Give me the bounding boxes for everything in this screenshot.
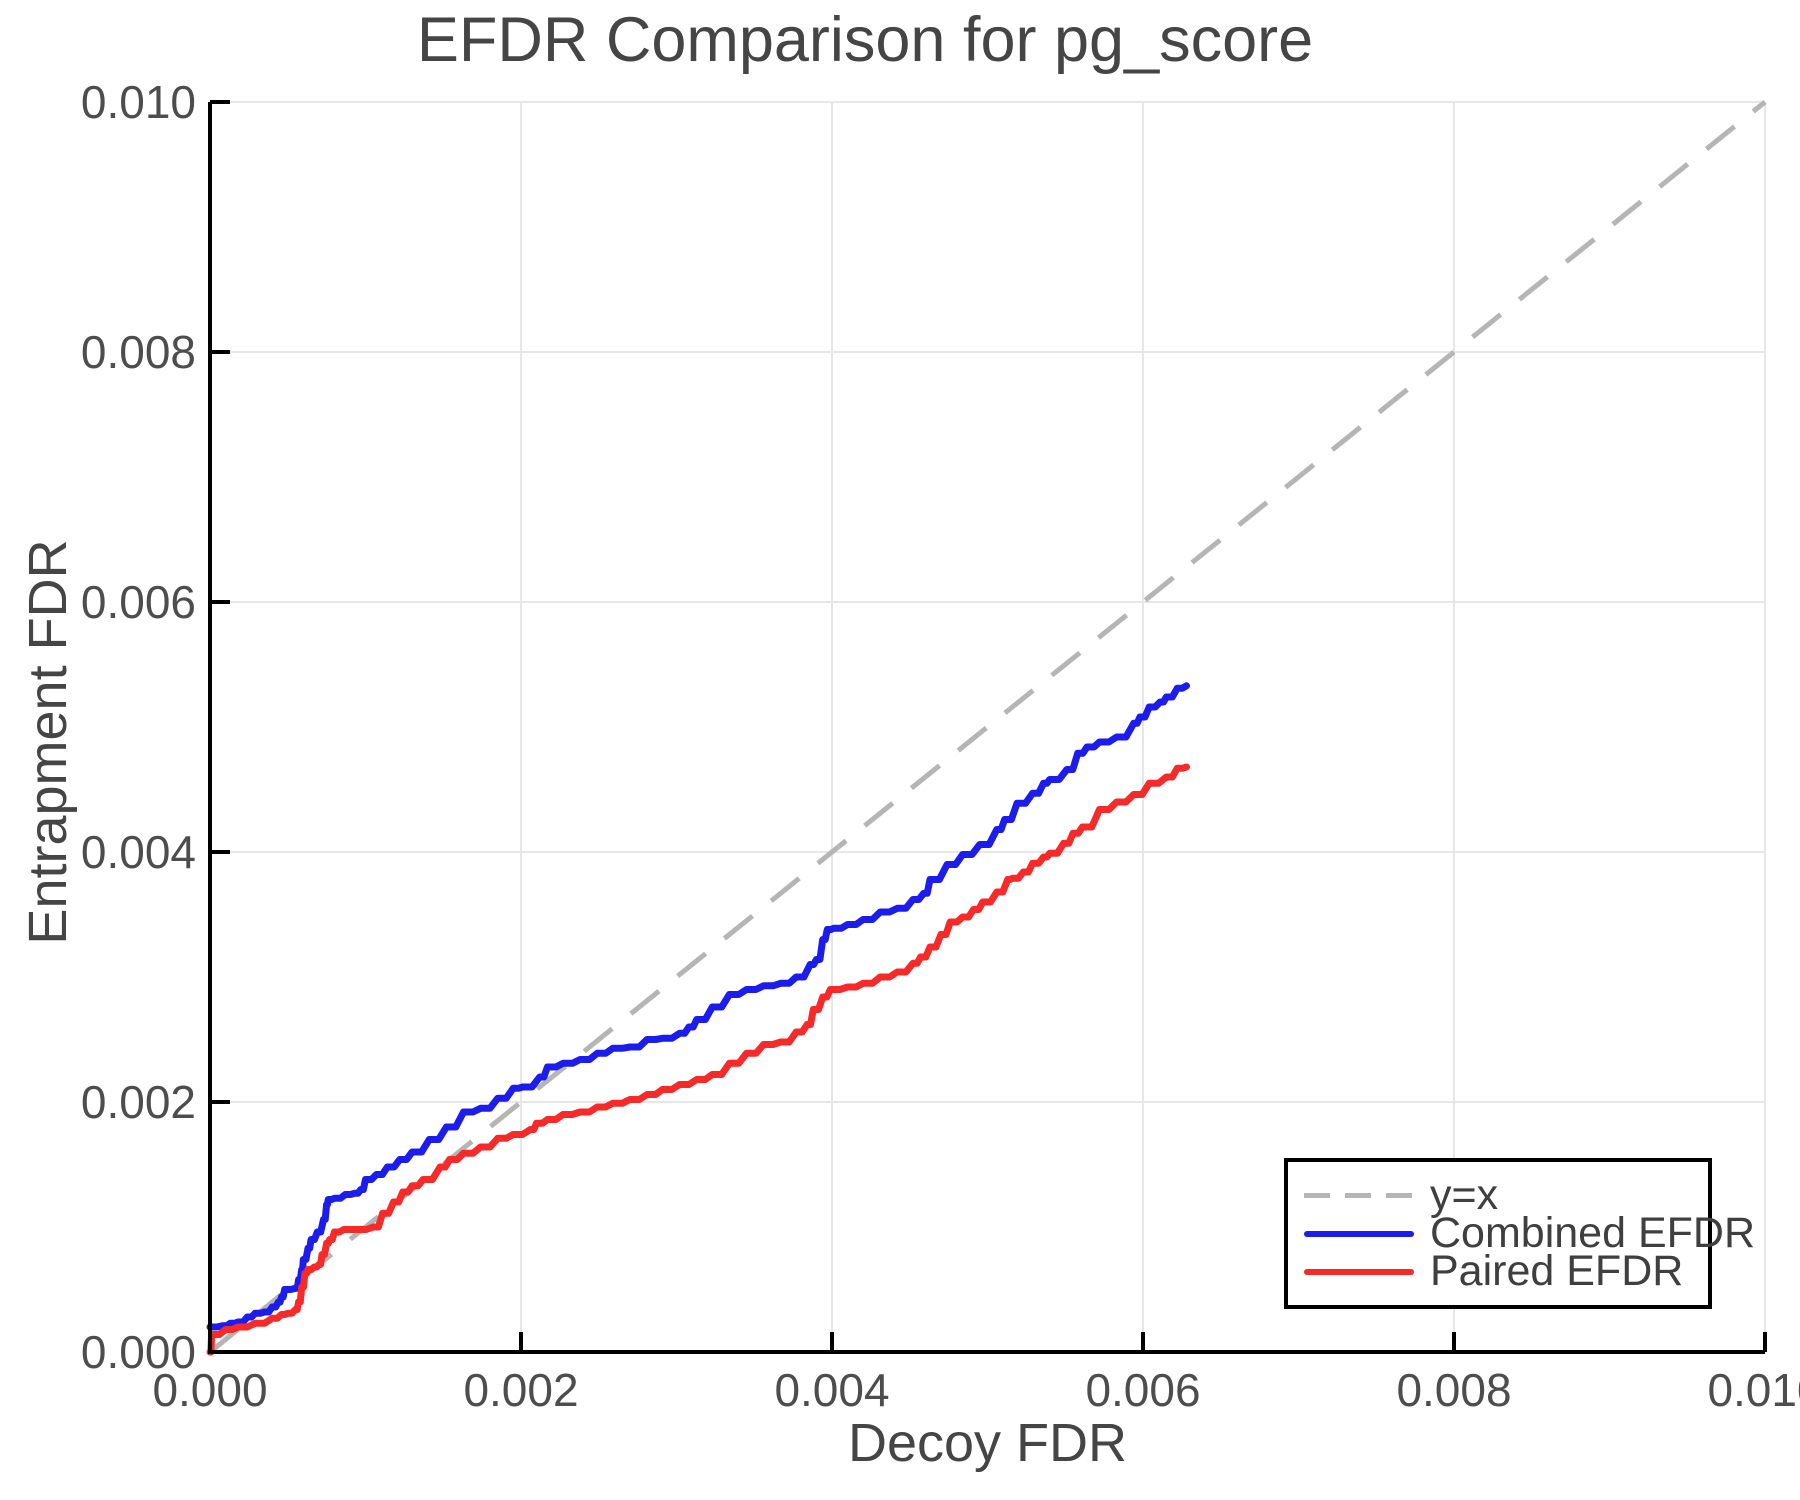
legend-label-combined-efdr: Combined EFDR <box>1430 1209 1755 1257</box>
legend: y=x Combined EFDR Paired EFDR <box>1284 1158 1755 1309</box>
tick-labels: 0.000 0.002 0.004 0.006 0.008 0.010 0.000 0.002… <box>81 76 1800 1416</box>
legend-entry-identity: y=x <box>1304 1171 1708 1219</box>
y-tick-label: 0.010 <box>81 76 196 128</box>
legend-entry-combined-efdr: Combined EFDR <box>1304 1209 1755 1257</box>
y-axis-label: Entrapment FDR <box>18 539 78 945</box>
y-tick-label: 0.006 <box>81 576 196 628</box>
legend-label-identity: y=x <box>1430 1171 1499 1219</box>
x-tick-label: 0.010 <box>1707 1364 1800 1416</box>
paired-efdr-line-sample <box>1304 1268 1414 1275</box>
legend-label-paired-efdr: Paired EFDR <box>1430 1247 1684 1295</box>
x-tick-label: 0.002 <box>463 1364 578 1416</box>
x-tick-label: 0.004 <box>774 1364 889 1416</box>
combined-efdr-line <box>206 682 1190 1331</box>
gridlines <box>210 101 1766 1352</box>
x-axis-label: Decoy FDR <box>847 1413 1128 1473</box>
chart-title: EFDR Comparison for pg_score <box>416 5 1314 75</box>
identity-line <box>208 100 1767 1354</box>
y-tick-label: 0.002 <box>81 1076 196 1128</box>
y-tick-label: 0.000 <box>81 1326 196 1378</box>
x-tick-label: 0.006 <box>1085 1364 1200 1416</box>
y-tick-label: 0.008 <box>81 326 196 378</box>
x-tick-label: 0.000 <box>152 1364 267 1416</box>
paired-efdr-line <box>206 763 1190 1356</box>
combined-efdr-line-sample <box>1304 1230 1414 1237</box>
identity-line-sample <box>1304 1193 1414 1198</box>
x-tick-label: 0.008 <box>1396 1364 1511 1416</box>
legend-entry-paired-efdr: Paired EFDR <box>1304 1247 1708 1295</box>
axes <box>208 100 1767 1354</box>
y-tick-label: 0.004 <box>81 826 196 878</box>
